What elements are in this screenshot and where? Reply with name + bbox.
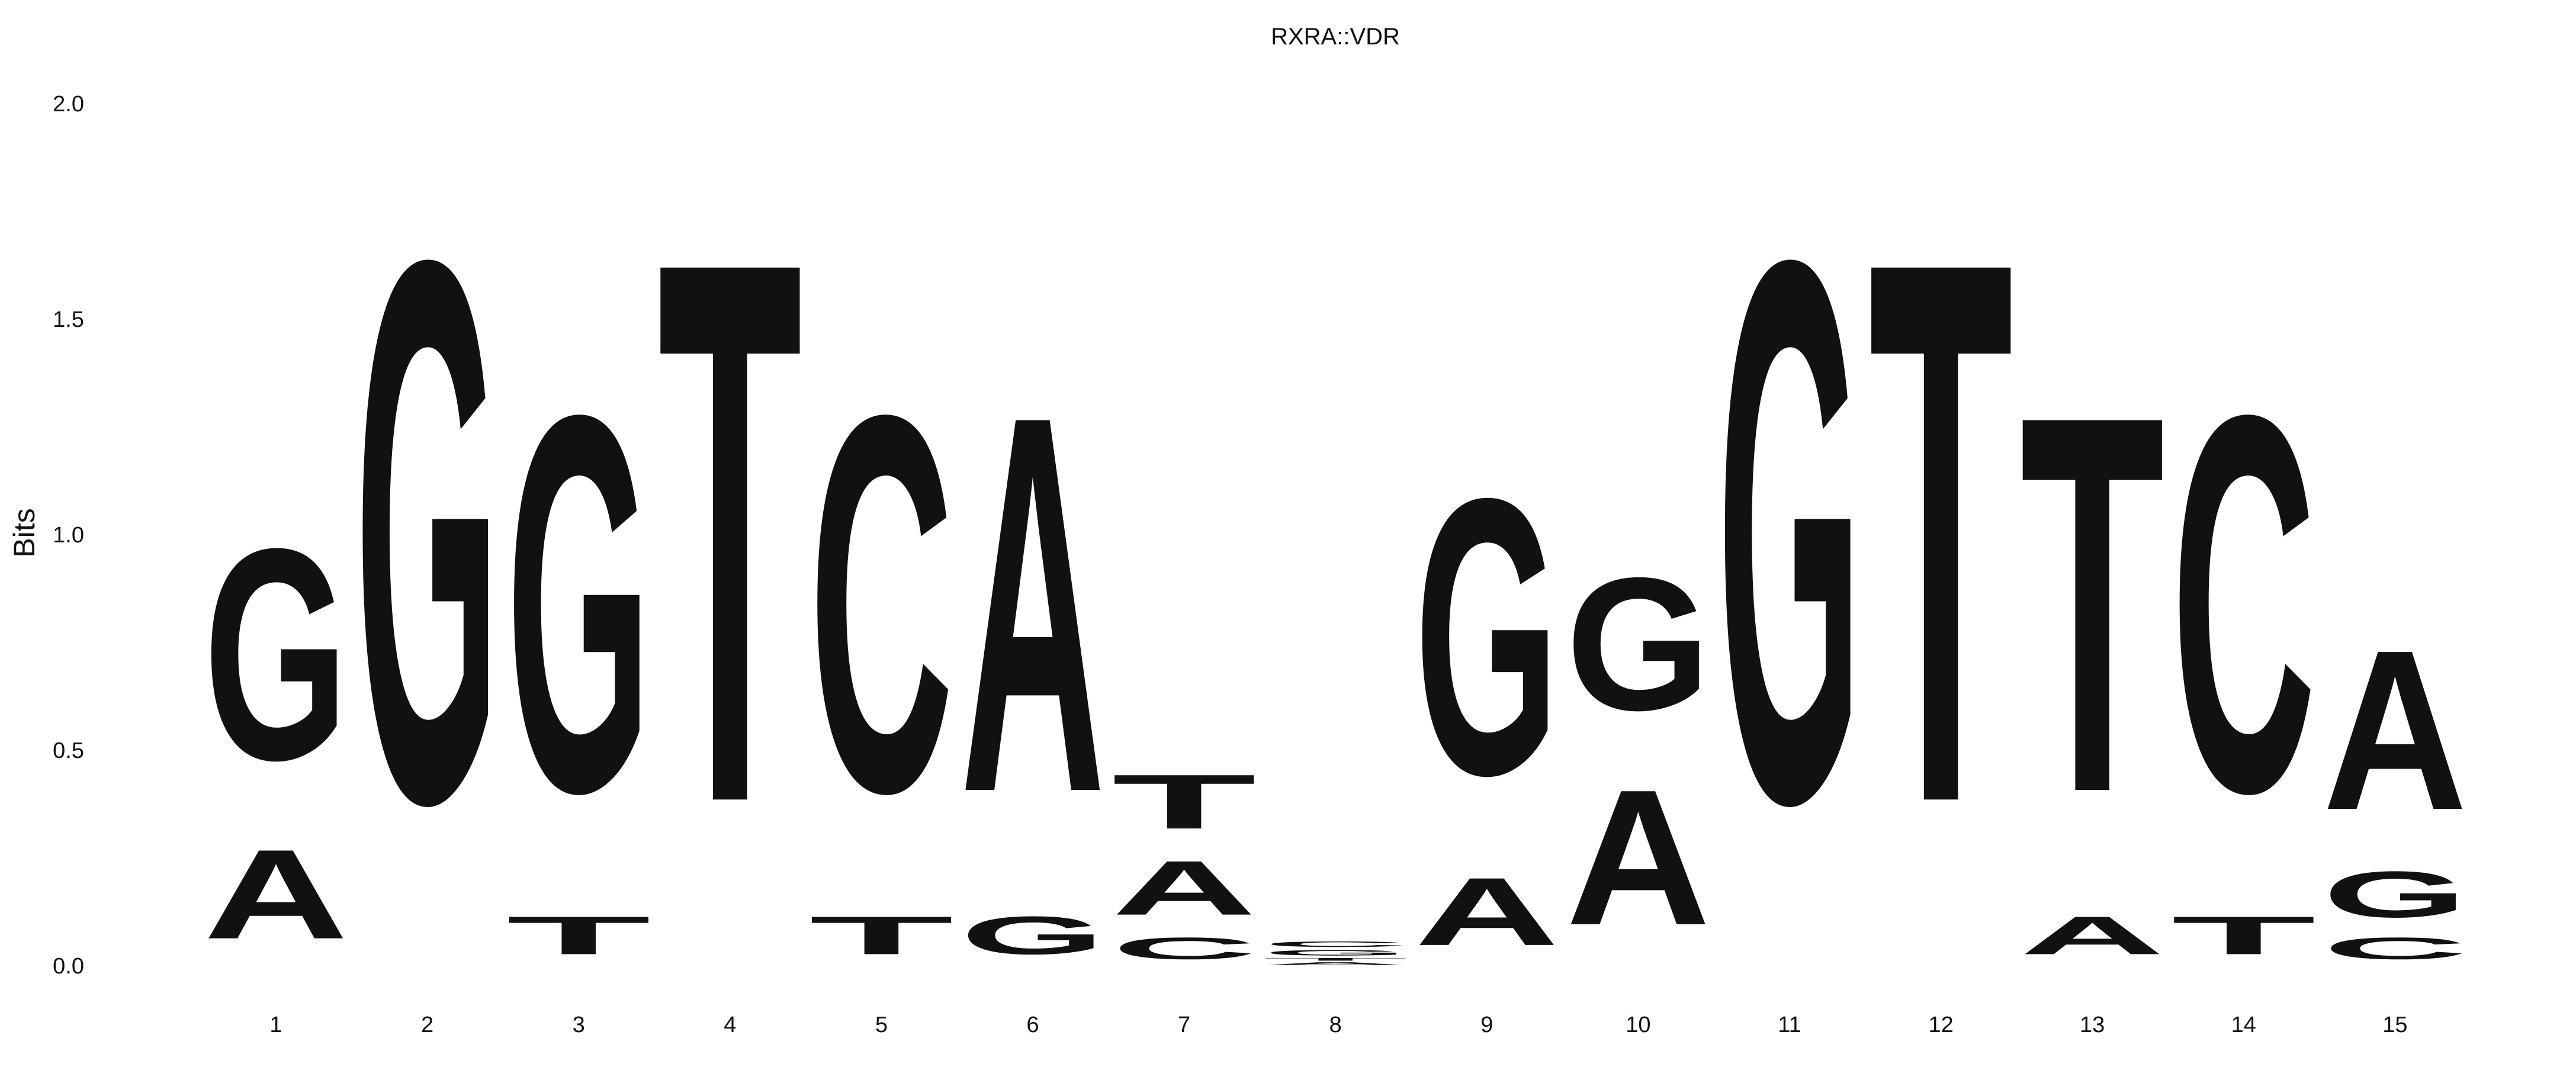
letter-c: C [1263, 940, 1408, 949]
x-tick-label: 10 [1626, 1013, 1650, 1037]
letter-t: T [1869, 99, 2013, 963]
letter-a: A [1566, 750, 1710, 966]
letter-t: T [658, 99, 802, 963]
y-tick-label: 0.0 [53, 954, 84, 979]
letter-t: T [1263, 957, 1408, 961]
x-tick-label: 13 [2080, 1013, 2105, 1037]
letter-g: G [506, 303, 651, 904]
y-tick-label: 1.5 [53, 307, 84, 332]
letter-a: A [1112, 845, 1257, 931]
x-tick-label: 14 [2231, 1013, 2256, 1037]
letter-c: C [1112, 931, 1257, 966]
x-tick-label: 7 [1178, 1013, 1190, 1037]
letter-a: A [1263, 962, 1408, 966]
letter-t: T [506, 905, 651, 966]
letter-g: G [1415, 417, 1559, 857]
letter-a: A [961, 304, 1105, 905]
y-tick-label: 1.0 [53, 523, 84, 548]
letter-g: G [1717, 100, 1862, 964]
x-tick-label: 5 [875, 1013, 888, 1037]
y-axis-ticks: 0.0 0.5 1.0 1.5 2.0 [53, 92, 84, 979]
letter-g: G [355, 100, 500, 964]
x-axis-ticks: 1 2 3 4 5 6 7 8 9 10 11 12 13 14 15 [269, 1013, 2407, 1037]
letter-c: C [2172, 304, 2316, 905]
x-tick-label: 6 [1026, 1013, 1039, 1037]
x-tick-label: 12 [1928, 1013, 1953, 1037]
letter-t: T [1112, 759, 1257, 845]
x-tick-label: 15 [2382, 1013, 2407, 1037]
x-tick-label: 8 [1329, 1013, 1342, 1037]
x-tick-label: 2 [421, 1013, 433, 1037]
letter-c: C [2323, 931, 2467, 966]
y-tick-label: 2.0 [53, 92, 84, 117]
x-tick-label: 1 [269, 1013, 282, 1037]
letter-g: G [1263, 949, 1408, 957]
letter-a: A [204, 823, 348, 966]
letter-a: A [2323, 602, 2467, 857]
letter-t: T [2020, 303, 2164, 904]
chart-title: RXRA::VDR [1271, 24, 1400, 50]
x-tick-label: 9 [1480, 1013, 1493, 1037]
letter-a: A [2020, 905, 2164, 966]
x-tick-label: 11 [1778, 1013, 1801, 1037]
x-tick-label: 4 [724, 1013, 736, 1037]
letter-a: A [1415, 858, 1559, 966]
letter-g: G [1566, 538, 1710, 750]
letter-g: G [961, 905, 1105, 966]
letter-g: G [2323, 857, 2467, 931]
letter-g: G [204, 486, 348, 823]
x-tick-label: 3 [573, 1013, 585, 1037]
y-axis-label: Bits [8, 508, 41, 557]
letter-c: C [809, 304, 953, 905]
letter-t: T [2172, 905, 2316, 966]
letter-t: T [809, 905, 953, 966]
y-tick-label: 0.5 [53, 738, 84, 763]
